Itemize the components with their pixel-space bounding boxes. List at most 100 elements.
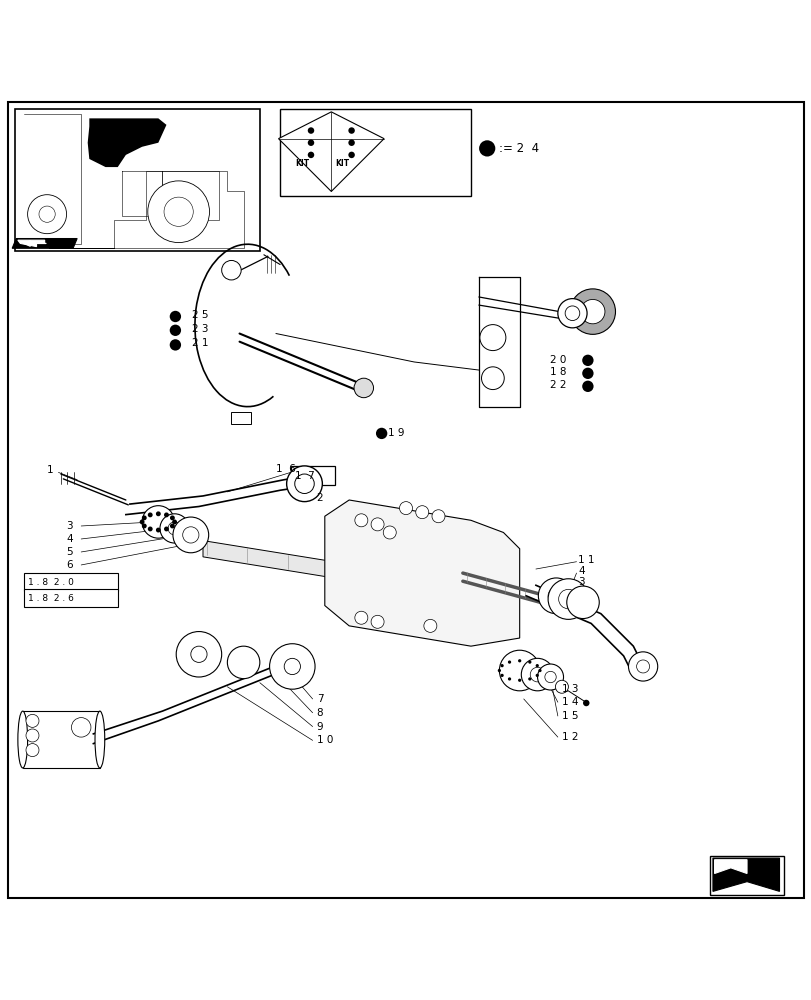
Circle shape bbox=[371, 615, 384, 628]
Polygon shape bbox=[712, 858, 779, 891]
Circle shape bbox=[182, 527, 199, 543]
Circle shape bbox=[142, 524, 147, 528]
Polygon shape bbox=[18, 240, 45, 247]
Circle shape bbox=[142, 515, 147, 520]
Circle shape bbox=[636, 660, 649, 673]
Circle shape bbox=[478, 140, 495, 157]
Circle shape bbox=[168, 522, 181, 535]
Text: 2: 2 bbox=[316, 493, 323, 503]
Circle shape bbox=[164, 197, 193, 226]
Text: KIT: KIT bbox=[294, 159, 308, 168]
Text: 2 5: 2 5 bbox=[192, 310, 208, 320]
Text: 2 0: 2 0 bbox=[550, 355, 566, 365]
Circle shape bbox=[307, 127, 314, 134]
Circle shape bbox=[169, 515, 174, 520]
Circle shape bbox=[564, 306, 579, 321]
Text: 1 0: 1 0 bbox=[316, 735, 333, 745]
Bar bbox=[280, 109, 470, 196]
Circle shape bbox=[169, 325, 181, 336]
Circle shape bbox=[527, 660, 530, 664]
Circle shape bbox=[164, 512, 169, 517]
Text: 1 4: 1 4 bbox=[561, 697, 577, 707]
Circle shape bbox=[39, 206, 55, 222]
Text: 1  7: 1 7 bbox=[294, 471, 314, 481]
Text: 2 1: 2 1 bbox=[192, 338, 208, 348]
Text: 6: 6 bbox=[67, 560, 73, 570]
Bar bbox=[23, 711, 100, 768]
Text: 1 . 8  2 . 0: 1 . 8 2 . 0 bbox=[28, 578, 74, 587]
Ellipse shape bbox=[18, 711, 28, 768]
Bar bbox=[230, 412, 251, 424]
Circle shape bbox=[156, 528, 161, 532]
Circle shape bbox=[507, 660, 511, 664]
Circle shape bbox=[415, 506, 428, 519]
Polygon shape bbox=[278, 112, 384, 191]
Circle shape bbox=[348, 127, 354, 134]
Circle shape bbox=[354, 378, 373, 398]
Text: 5: 5 bbox=[67, 547, 73, 557]
Circle shape bbox=[28, 195, 67, 234]
Circle shape bbox=[566, 586, 599, 619]
Circle shape bbox=[431, 510, 444, 523]
Circle shape bbox=[354, 611, 367, 624]
Text: 1 3: 1 3 bbox=[561, 684, 577, 694]
Circle shape bbox=[582, 700, 589, 706]
Polygon shape bbox=[12, 239, 77, 248]
Circle shape bbox=[581, 368, 593, 379]
Circle shape bbox=[176, 632, 221, 677]
Circle shape bbox=[530, 667, 544, 682]
Text: 8: 8 bbox=[316, 708, 323, 718]
Text: 1  6: 1 6 bbox=[276, 464, 295, 474]
Polygon shape bbox=[88, 118, 166, 167]
Text: 2 3: 2 3 bbox=[192, 324, 208, 334]
Circle shape bbox=[517, 679, 521, 682]
Circle shape bbox=[527, 677, 530, 681]
Circle shape bbox=[142, 506, 174, 538]
Circle shape bbox=[538, 578, 573, 614]
Circle shape bbox=[139, 519, 144, 524]
Circle shape bbox=[148, 512, 152, 517]
Circle shape bbox=[269, 644, 315, 689]
Circle shape bbox=[172, 519, 177, 524]
Circle shape bbox=[479, 325, 505, 351]
Circle shape bbox=[508, 677, 511, 681]
Bar bbox=[710, 856, 783, 895]
Text: 1 2: 1 2 bbox=[561, 732, 577, 742]
Circle shape bbox=[307, 152, 314, 158]
Circle shape bbox=[221, 260, 241, 280]
Text: 1: 1 bbox=[47, 465, 54, 475]
Text: KIT: KIT bbox=[335, 159, 349, 168]
Circle shape bbox=[581, 355, 593, 366]
Circle shape bbox=[173, 517, 208, 553]
Text: 1 1: 1 1 bbox=[577, 555, 594, 565]
Circle shape bbox=[227, 646, 260, 679]
Circle shape bbox=[399, 502, 412, 515]
Circle shape bbox=[555, 680, 568, 693]
Circle shape bbox=[497, 669, 500, 672]
Circle shape bbox=[191, 646, 207, 662]
Text: 2 2: 2 2 bbox=[550, 380, 566, 390]
Circle shape bbox=[375, 428, 387, 439]
Circle shape bbox=[557, 299, 586, 328]
Text: 7: 7 bbox=[316, 694, 323, 704]
Circle shape bbox=[547, 588, 564, 604]
Circle shape bbox=[580, 299, 604, 324]
Circle shape bbox=[500, 664, 503, 667]
Circle shape bbox=[169, 311, 181, 322]
Polygon shape bbox=[203, 541, 454, 597]
Circle shape bbox=[26, 714, 39, 727]
Circle shape bbox=[544, 671, 556, 683]
Bar bbox=[290, 466, 335, 485]
Circle shape bbox=[517, 659, 521, 662]
Circle shape bbox=[26, 729, 39, 742]
Circle shape bbox=[538, 669, 541, 672]
Text: 3: 3 bbox=[577, 577, 584, 587]
Text: 1 9: 1 9 bbox=[388, 428, 404, 438]
Circle shape bbox=[284, 658, 300, 675]
Bar bbox=[24, 573, 118, 591]
Circle shape bbox=[628, 652, 657, 681]
Circle shape bbox=[537, 664, 563, 690]
Circle shape bbox=[348, 152, 354, 158]
Circle shape bbox=[500, 674, 503, 677]
Circle shape bbox=[371, 518, 384, 531]
